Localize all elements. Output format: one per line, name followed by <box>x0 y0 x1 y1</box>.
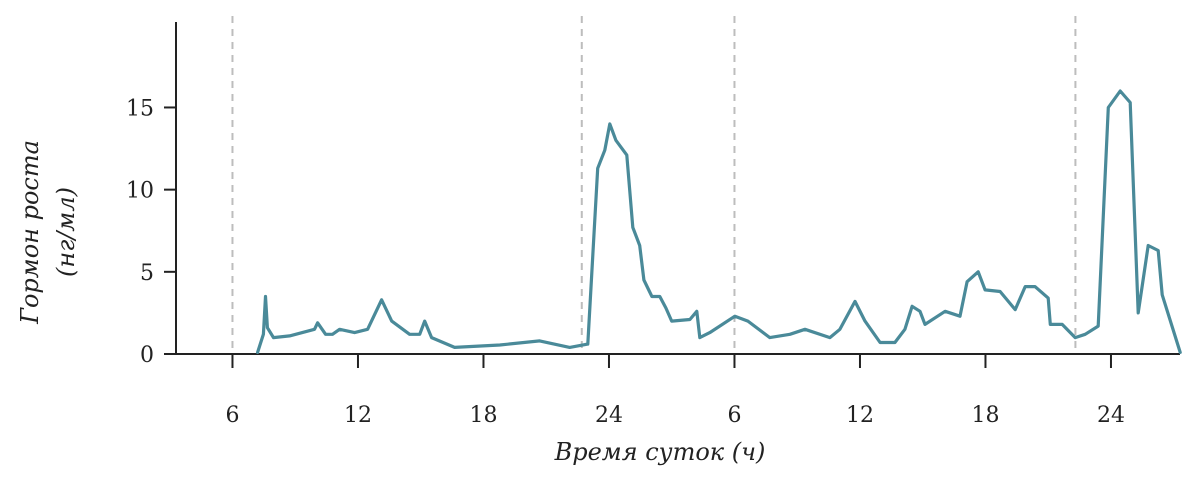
y-axis-label: (нг/мл) <box>52 187 80 277</box>
x-tick-label: 6 <box>225 403 239 428</box>
y-tick-label: 10 <box>126 179 154 204</box>
y-tick-label: 5 <box>140 261 154 286</box>
y-tick-label: 15 <box>126 96 154 121</box>
x-tick-label: 18 <box>469 403 497 428</box>
x-tick-label: 24 <box>1097 403 1125 428</box>
y-axis-label: Гормон роста <box>16 140 44 325</box>
x-tick-label: 12 <box>846 403 874 428</box>
x-tick-label: 12 <box>344 403 372 428</box>
x-axis-label: Время суток (ч) <box>554 438 766 466</box>
x-tick-label: 18 <box>971 403 999 428</box>
x-tick-label: 6 <box>727 403 741 428</box>
y-tick-label: 0 <box>140 343 154 368</box>
data-line <box>256 89 1182 354</box>
x-tick-label: 24 <box>595 403 623 428</box>
